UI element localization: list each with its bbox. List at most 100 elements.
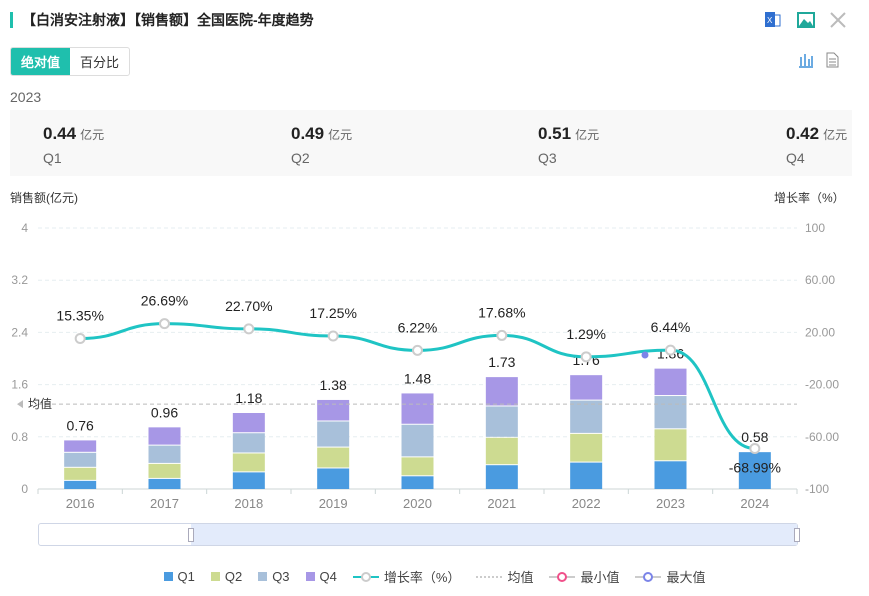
bar-q3: [317, 421, 350, 447]
bar-total-label: 0.58: [741, 429, 768, 445]
growth-rate-point: [496, 329, 508, 341]
legend-growth[interactable]: 增长率（%）: [352, 567, 460, 586]
legend-q1[interactable]: Q1: [163, 567, 195, 586]
document-icon[interactable]: [823, 51, 843, 71]
excel-export-icon[interactable]: X: [763, 10, 783, 30]
growth-rate-point: [749, 443, 761, 455]
value-mode-toggle: 绝对值 百分比: [10, 47, 131, 76]
kpi-value: 0.51: [538, 124, 572, 143]
bar-q2: [570, 433, 603, 462]
bar-total-label: 1.38: [320, 377, 347, 393]
data-zoom-handle-left[interactable]: [188, 528, 194, 542]
bar-q3: [485, 406, 518, 437]
legend-q3[interactable]: Q3: [258, 567, 290, 586]
bar-chart-icon[interactable]: [797, 51, 817, 71]
kpi-q3: 0.51 亿元 Q3: [538, 124, 599, 166]
x-tick-label: 2018: [234, 496, 263, 511]
bar-q2: [64, 467, 97, 480]
legend-q4[interactable]: Q4: [305, 567, 337, 586]
bar-q1: [738, 452, 771, 489]
page-title: 【白消安注射液】【销售额】全国医院-年度趋势: [22, 12, 314, 28]
growth-rate-label: 6.44%: [651, 319, 691, 335]
bar-q2: [485, 437, 518, 465]
growth-rate-label: 15.35%: [56, 307, 103, 323]
bar-q4: [148, 427, 181, 445]
bar-q2: [654, 429, 687, 461]
x-tick-label: 2020: [403, 496, 432, 511]
bar-q4: [401, 393, 434, 424]
bar-total-label: 1.73: [488, 354, 515, 370]
growth-rate-label: 22.70%: [225, 298, 272, 314]
bar-q2: [401, 457, 434, 476]
x-tick-label: 2023: [656, 496, 685, 511]
y2-tick-label: -60.00: [805, 430, 839, 444]
legend-average[interactable]: 均值: [476, 570, 534, 585]
legend-min[interactable]: 最小值: [549, 567, 619, 586]
growth-rate-point: [74, 332, 86, 344]
kpi-q1: 0.44 亿元 Q1: [43, 124, 104, 166]
bar-total-label: 0.76: [67, 417, 94, 433]
kpi-unit: 亿元: [328, 128, 353, 142]
y-tick-label: 4: [21, 221, 28, 235]
kpi-value: 0.42: [786, 124, 820, 143]
legend: Q1 Q2 Q3 Q4 增长率（%） 均值 最小值 最大值: [0, 567, 869, 586]
y-tick-label: 0.8: [11, 430, 28, 444]
title-accent: [10, 12, 13, 28]
kpi-unit: 亿元: [80, 128, 105, 142]
bar-q4: [232, 413, 265, 433]
data-zoom-slider[interactable]: [38, 523, 800, 546]
growth-rate-point: [159, 318, 170, 330]
kpi-label: Q1: [43, 150, 62, 166]
bar-q3: [570, 400, 603, 433]
absolute-value-tab[interactable]: 绝对值: [11, 48, 71, 75]
kpi-unit: 亿元: [575, 128, 600, 142]
kpi-label: Q3: [538, 150, 557, 166]
y-tick-label: 2.4: [11, 325, 28, 339]
bar-total-label: 1.18: [235, 390, 262, 406]
bar-q1: [64, 480, 97, 489]
growth-rate-label: 6.22%: [398, 319, 438, 335]
kpi-label: Q2: [291, 150, 310, 166]
kpi-panel: 0.44 亿元 Q1 0.49 亿元 Q2 0.51 亿元 Q3 0.42 亿元 Q4: [10, 110, 852, 176]
y2-tick-label: -20.00: [805, 378, 839, 392]
growth-rate-point: [412, 344, 423, 356]
legend-q2[interactable]: Q2: [210, 567, 242, 586]
bar-q3: [401, 424, 434, 457]
growth-rate-label: 17.25%: [309, 305, 356, 321]
y-tick-label: 0: [21, 482, 28, 496]
average-label: 均值: [28, 396, 52, 411]
growth-rate-label: 26.69%: [141, 293, 188, 309]
bar-q1: [485, 465, 518, 489]
bar-q3: [232, 433, 265, 453]
percent-tab[interactable]: 百分比: [80, 55, 120, 70]
growth-rate-label: -68.99%: [729, 460, 781, 476]
y2-tick-label: 20.00: [805, 325, 835, 339]
kpi-q4: 0.42 亿元 Q4: [786, 124, 847, 166]
bar-q4: [64, 440, 97, 452]
kpi-value: 0.49: [291, 124, 325, 143]
bar-total-label: 1.48: [404, 370, 431, 386]
y2-tick-label: 100: [805, 221, 825, 235]
image-export-icon[interactable]: [796, 10, 816, 30]
bar-q2: [232, 453, 265, 472]
kpi-label: Q4: [786, 150, 805, 166]
data-zoom-range[interactable]: [191, 524, 797, 545]
legend-max[interactable]: 最大值: [635, 567, 705, 586]
data-zoom-handle-right[interactable]: [794, 528, 800, 542]
growth-rate-point: [665, 344, 676, 356]
bar-q4: [654, 368, 687, 396]
bar-q1: [148, 478, 181, 489]
bar-q4: [317, 399, 350, 421]
bar-q3: [654, 396, 687, 429]
kpi-q2: 0.49 亿元 Q2: [291, 124, 352, 166]
growth-rate-point: [580, 351, 592, 363]
y2-tick-label: -100: [805, 482, 829, 496]
growth-rate-point: [327, 330, 339, 342]
bar-q3: [64, 452, 97, 467]
kpi-year: 2023: [10, 89, 42, 105]
growth-rate-label: 1.29%: [566, 326, 606, 342]
close-icon[interactable]: [828, 10, 848, 30]
x-tick-label: 2021: [487, 496, 516, 511]
bar-q2: [317, 447, 350, 468]
bar-q2: [148, 463, 181, 478]
